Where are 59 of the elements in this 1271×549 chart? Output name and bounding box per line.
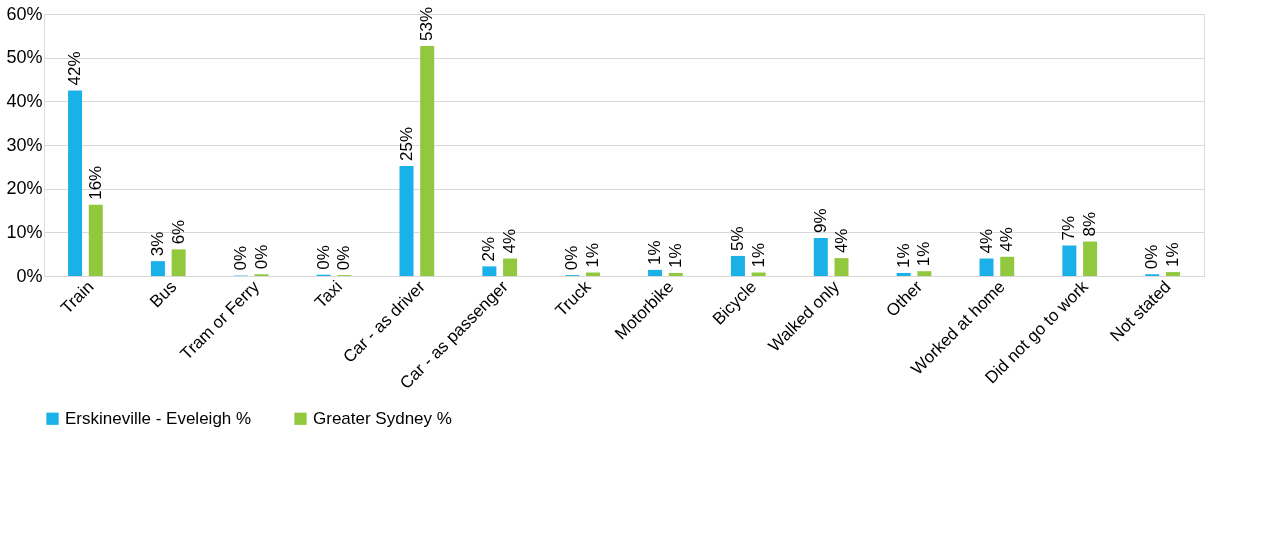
data-label: 42% xyxy=(65,51,85,86)
bar xyxy=(150,261,165,276)
data-label: 1% xyxy=(893,243,913,268)
data-label: 4% xyxy=(997,227,1017,252)
bar xyxy=(917,271,932,276)
data-label: 1% xyxy=(582,242,602,268)
data-label: 1% xyxy=(645,240,665,265)
data-label: 1% xyxy=(914,241,934,267)
data-label: 25% xyxy=(396,126,416,161)
data-label: 1% xyxy=(1162,242,1182,268)
data-label: 0% xyxy=(313,245,333,270)
data-label: 16% xyxy=(85,165,105,200)
bar xyxy=(1083,241,1098,276)
bar xyxy=(399,165,414,276)
y-tick-label: 0% xyxy=(16,265,43,286)
data-label: 3% xyxy=(147,231,167,257)
data-label: 4% xyxy=(500,228,520,254)
data-label: 53% xyxy=(417,6,437,41)
bar xyxy=(834,258,849,276)
bar xyxy=(171,249,186,276)
legend-label: Erskineville - Eveleigh % xyxy=(65,408,252,428)
data-label: 0% xyxy=(562,245,582,271)
bar xyxy=(420,45,435,276)
y-tick-label: 30% xyxy=(6,134,43,155)
data-label: 8% xyxy=(1080,211,1100,237)
legend-label: Greater Sydney % xyxy=(313,408,452,428)
x-tick-label: Bus xyxy=(146,277,181,312)
bar xyxy=(503,258,518,276)
bar xyxy=(730,255,745,276)
data-label: 6% xyxy=(168,219,188,245)
bar xyxy=(68,90,83,276)
data-label: 0% xyxy=(334,245,354,271)
y-tick-label: 50% xyxy=(6,47,43,68)
data-label: 0% xyxy=(1142,244,1162,270)
data-label: 9% xyxy=(810,208,830,234)
y-tick-label: 40% xyxy=(6,90,43,111)
data-label: 1% xyxy=(665,243,685,268)
y-tick-label: 20% xyxy=(6,178,43,199)
bar xyxy=(482,266,497,276)
bar xyxy=(1062,245,1077,276)
data-label: 0% xyxy=(251,244,271,270)
data-label: 7% xyxy=(1059,215,1079,241)
y-tick-label: 10% xyxy=(6,221,43,242)
data-label: 1% xyxy=(748,242,768,268)
data-label: 0% xyxy=(230,245,250,271)
bar xyxy=(668,272,683,276)
bar xyxy=(813,238,828,276)
data-label: 4% xyxy=(976,228,996,254)
data-label: 5% xyxy=(727,226,747,251)
bar xyxy=(1165,272,1180,276)
bar xyxy=(979,258,994,276)
x-tick-label: Taxi xyxy=(311,277,347,312)
bar xyxy=(1000,256,1015,276)
y-tick-label: 60% xyxy=(6,3,43,24)
data-label: 4% xyxy=(831,228,851,254)
data-label: 2% xyxy=(479,236,499,262)
bar xyxy=(648,269,663,276)
bar xyxy=(88,204,103,276)
bar xyxy=(896,272,911,276)
